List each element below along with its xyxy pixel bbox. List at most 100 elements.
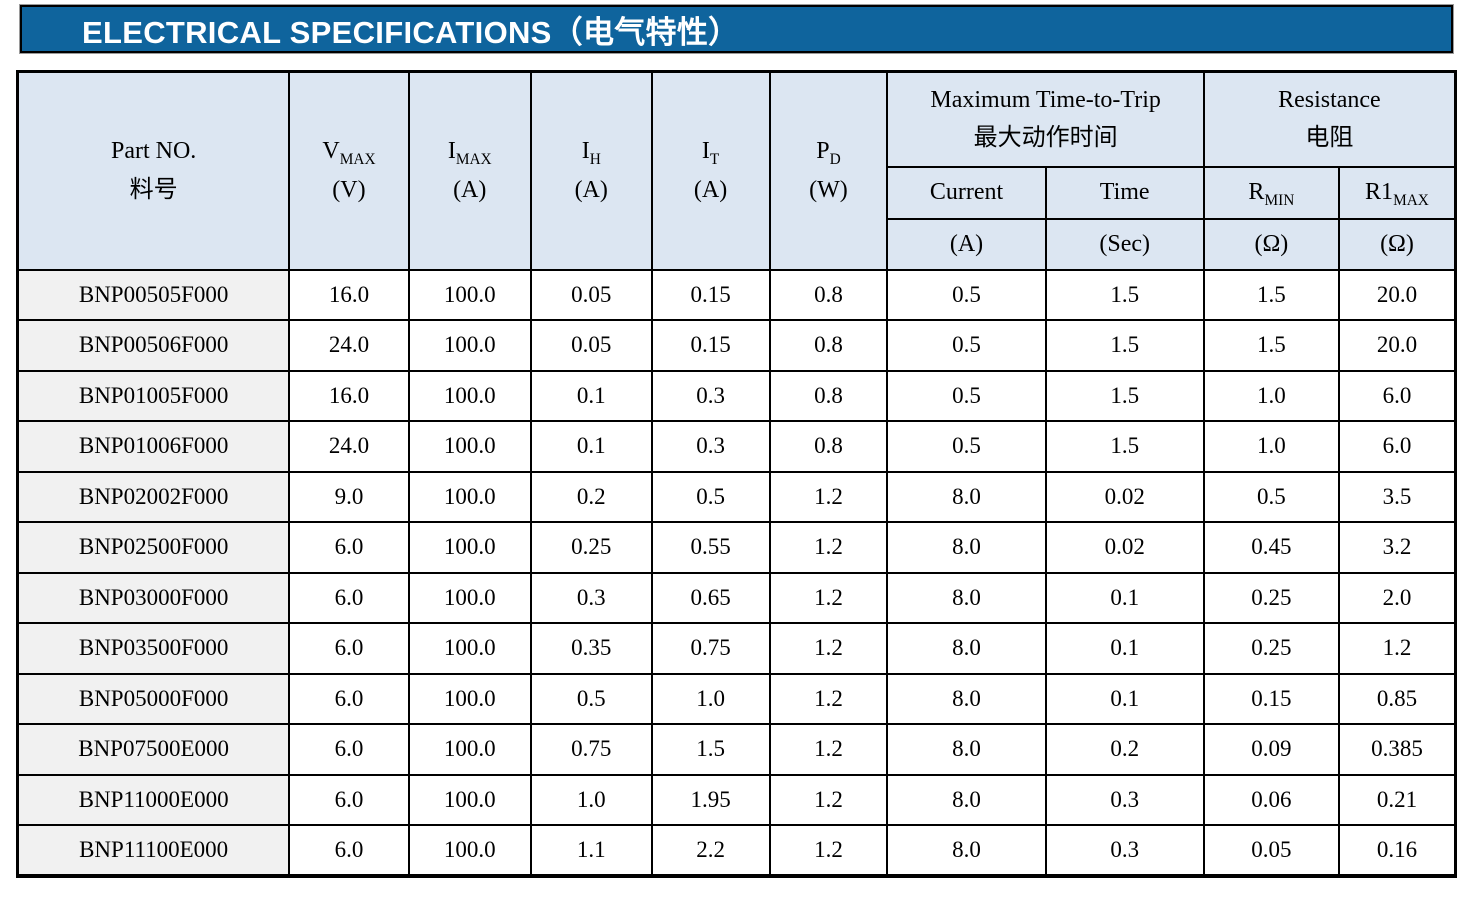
table-header: Part NO. 料号 VMAX (V) IMAX (A) IH (A) [16, 70, 1457, 271]
cell-it: 0.15 [650, 319, 771, 372]
cell-trip-time: 1.5 [1044, 319, 1205, 372]
table-row: BNP00505F000 16.0 100.0 0.05 0.15 0.8 0.5 1.5 1.… [16, 268, 1457, 321]
cell-ih: 0.25 [529, 521, 653, 574]
cell-ih: 0.1 [529, 369, 653, 422]
cell-pd: 1.2 [768, 521, 889, 574]
cell-rmin: 0.06 [1202, 773, 1340, 826]
cell-imax: 100.0 [407, 319, 532, 372]
cell-trip-current: 8.0 [886, 773, 1047, 826]
unit-trip-current: (A) [886, 217, 1047, 271]
table-row: BNP02500F000 6.0 100.0 0.25 0.55 1.2 8.0 0.02 0.… [16, 521, 1457, 574]
cell-vmax: 24.0 [288, 319, 410, 372]
table-row: BNP01005F000 16.0 100.0 0.1 0.3 0.8 0.5 1.5 1.0 6… [16, 369, 1457, 422]
cell-trip-time: 0.3 [1044, 773, 1205, 826]
cell-imax: 100.0 [407, 723, 532, 776]
col-header-trip-time: Time [1044, 165, 1205, 220]
cell-part-no: BNP07500E000 [16, 723, 291, 776]
col-header-it: IT (A) [650, 70, 771, 271]
unit-rmin: (Ω) [1202, 217, 1340, 271]
table-row: BNP07500E000 6.0 100.0 0.75 1.5 1.2 8.0 0.2 0.09… [16, 723, 1457, 776]
cell-part-no: BNP02002F000 [16, 470, 291, 523]
cell-imax: 100.0 [407, 470, 532, 523]
cell-trip-current: 8.0 [886, 470, 1047, 523]
col-header-trip-current: Current [886, 165, 1047, 220]
unit-r1max: (Ω) [1337, 217, 1457, 271]
cell-imax: 100.0 [407, 268, 532, 321]
cell-vmax: 24.0 [288, 420, 410, 473]
cell-it: 0.5 [650, 470, 771, 523]
cell-pd: 1.2 [768, 773, 889, 826]
cell-it: 0.3 [650, 420, 771, 473]
col-header-imax: IMAX (A) [407, 70, 532, 271]
cell-trip-time: 0.02 [1044, 470, 1205, 523]
cell-vmax: 16.0 [288, 369, 410, 422]
cell-part-no: BNP03000F000 [16, 571, 291, 624]
cell-pd: 0.8 [768, 369, 889, 422]
cell-it: 1.0 [650, 672, 771, 725]
cell-trip-current: 0.5 [886, 319, 1047, 372]
col-header-ih: IH (A) [529, 70, 653, 271]
cell-r1max: 20.0 [1337, 268, 1457, 321]
cell-trip-time: 0.1 [1044, 622, 1205, 675]
cell-trip-current: 8.0 [886, 824, 1047, 877]
cell-part-no: BNP02500F000 [16, 521, 291, 574]
cell-ih: 0.35 [529, 622, 653, 675]
cell-it: 0.65 [650, 571, 771, 624]
cell-it: 0.15 [650, 268, 771, 321]
cell-pd: 0.8 [768, 420, 889, 473]
cell-trip-time: 0.1 [1044, 672, 1205, 725]
cell-imax: 100.0 [407, 420, 532, 473]
table-row: BNP11000E000 6.0 100.0 1.0 1.95 1.2 8.0 0.3 0.06… [16, 773, 1457, 826]
cell-rmin: 0.45 [1202, 521, 1340, 574]
cell-ih: 0.1 [529, 420, 653, 473]
table-body: BNP00505F000 16.0 100.0 0.05 0.15 0.8 0.5 1.5 1.… [16, 268, 1457, 877]
cell-pd: 0.8 [768, 268, 889, 321]
cell-rmin: 0.5 [1202, 470, 1340, 523]
cell-imax: 100.0 [407, 773, 532, 826]
cell-trip-current: 8.0 [886, 622, 1047, 675]
cell-rmin: 0.25 [1202, 622, 1340, 675]
col-group-time-to-trip: Maximum Time-to-Trip 最大动作时间 [886, 70, 1205, 168]
cell-pd: 1.2 [768, 470, 889, 523]
cell-ih: 0.2 [529, 470, 653, 523]
cell-vmax: 6.0 [288, 824, 410, 877]
cell-ih: 1.1 [529, 824, 653, 877]
cell-r1max: 20.0 [1337, 319, 1457, 372]
cell-vmax: 6.0 [288, 622, 410, 675]
cell-pd: 1.2 [768, 672, 889, 725]
spec-table: Part NO. 料号 VMAX (V) IMAX (A) IH (A) [16, 70, 1457, 878]
table-row: BNP00506F000 24.0 100.0 0.05 0.15 0.8 0.5 1.5 1.… [16, 319, 1457, 372]
cell-trip-current: 8.0 [886, 571, 1047, 624]
cell-rmin: 1.0 [1202, 369, 1340, 422]
cell-vmax: 6.0 [288, 571, 410, 624]
cell-pd: 1.2 [768, 571, 889, 624]
cell-vmax: 6.0 [288, 723, 410, 776]
cell-it: 2.2 [650, 824, 771, 877]
cell-part-no: BNP00506F000 [16, 319, 291, 372]
page-title: ELECTRICAL SPECIFICATIONS（电气特性） [22, 7, 739, 52]
cell-r1max: 0.16 [1337, 824, 1457, 877]
cell-r1max: 3.2 [1337, 521, 1457, 574]
cell-ih: 0.75 [529, 723, 653, 776]
cell-trip-time: 1.5 [1044, 420, 1205, 473]
cell-imax: 100.0 [407, 672, 532, 725]
cell-r1max: 6.0 [1337, 420, 1457, 473]
cell-imax: 100.0 [407, 571, 532, 624]
spec-table-container: Part NO. 料号 VMAX (V) IMAX (A) IH (A) [16, 70, 1457, 878]
cell-ih: 0.3 [529, 571, 653, 624]
cell-trip-time: 0.2 [1044, 723, 1205, 776]
cell-trip-time: 0.3 [1044, 824, 1205, 877]
table-row: BNP02002F000 9.0 100.0 0.2 0.5 1.2 8.0 0.02 0.5 3… [16, 470, 1457, 523]
unit-trip-time: (Sec) [1044, 217, 1205, 271]
table-row: BNP03000F000 6.0 100.0 0.3 0.65 1.2 8.0 0.1 0.25… [16, 571, 1457, 624]
cell-rmin: 0.15 [1202, 672, 1340, 725]
col-header-part-no: Part NO. 料号 [16, 70, 291, 271]
cell-pd: 1.2 [768, 723, 889, 776]
col-header-r1max: R1MAX [1337, 165, 1457, 220]
cell-r1max: 6.0 [1337, 369, 1457, 422]
cell-it: 1.5 [650, 723, 771, 776]
cell-r1max: 1.2 [1337, 622, 1457, 675]
cell-r1max: 0.385 [1337, 723, 1457, 776]
cell-trip-time: 0.02 [1044, 521, 1205, 574]
cell-part-no: BNP05000F000 [16, 672, 291, 725]
